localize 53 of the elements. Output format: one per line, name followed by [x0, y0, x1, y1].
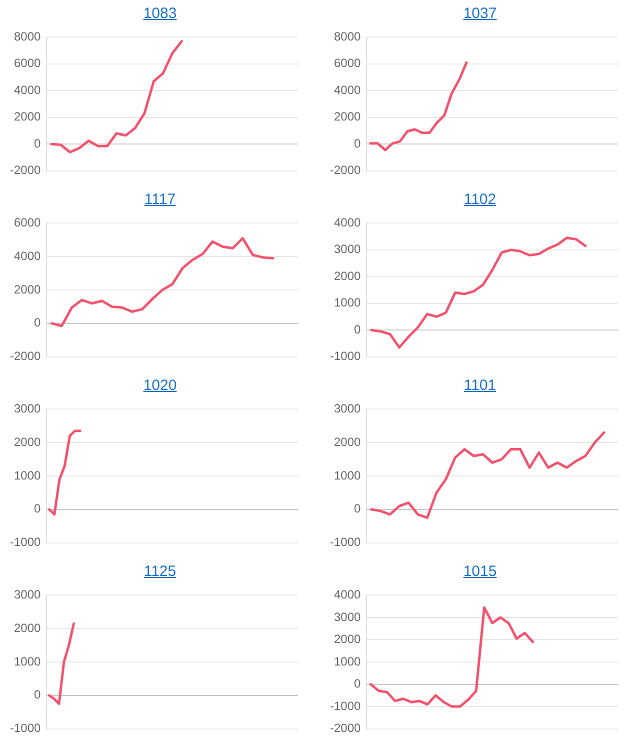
chart-title: 1117 [143, 190, 177, 210]
y-tick-label: 0 [354, 136, 362, 150]
chart-title: 1037 [462, 4, 498, 24]
y-tick-label: 0 [34, 502, 42, 516]
y-tick-label: 2000 [334, 632, 362, 646]
y-tick-label: 2000 [14, 110, 42, 124]
y-tick-label: -2000 [330, 163, 362, 178]
y-tick-label: 3000 [14, 588, 42, 602]
y-tick-label: 8000 [334, 30, 362, 44]
y-tick-label: 6000 [334, 56, 362, 70]
y-tick-label: 0 [34, 316, 42, 330]
y-tick-label: 2000 [334, 434, 362, 449]
y-tick-label: -1000 [330, 535, 362, 550]
y-tick-label: 6000 [14, 56, 42, 70]
y-tick-label: 3000 [14, 402, 42, 416]
y-tick-label: 0 [354, 676, 362, 691]
y-tick-label: 3000 [334, 402, 362, 416]
y-tick-label: 4000 [334, 216, 362, 230]
chart-title: 1015 [462, 562, 498, 582]
y-tick-label: -2000 [10, 349, 42, 364]
y-tick-label: 1000 [334, 468, 362, 482]
y-tick-label: 4000 [14, 82, 42, 97]
y-tick-label: 4000 [14, 248, 42, 263]
y-tick-label: -1000 [10, 535, 42, 550]
y-tick-label: 2000 [14, 434, 42, 449]
y-tick-label: -2000 [10, 163, 42, 178]
y-tick-label: -1000 [330, 698, 362, 713]
y-tick-label: 4000 [334, 588, 362, 602]
chart-title: 1125 [142, 562, 178, 582]
y-tick-label: 4000 [334, 82, 362, 97]
y-tick-label: 1000 [334, 654, 362, 668]
y-tick-label: 0 [34, 688, 42, 702]
y-tick-label: 2000 [334, 110, 362, 124]
y-tick-label: -2000 [330, 721, 362, 736]
chart-title: 1083 [142, 4, 178, 24]
chart-title: 1102 [462, 190, 498, 210]
y-tick-label: 1000 [14, 468, 42, 482]
y-tick-label: -1000 [330, 349, 362, 364]
y-tick-label: 0 [34, 136, 42, 150]
y-tick-label: 1000 [14, 654, 42, 668]
y-tick-label: 3000 [334, 610, 362, 624]
y-tick-label: -1000 [10, 721, 42, 736]
y-tick-label: 2000 [14, 620, 42, 635]
y-tick-label: 6000 [14, 216, 42, 230]
y-tick-label: 8000 [14, 30, 42, 44]
y-tick-label: 2000 [14, 282, 42, 296]
y-tick-label: 3000 [334, 242, 362, 256]
chart-title: 1020 [142, 376, 178, 396]
y-tick-label: 1000 [334, 296, 362, 310]
y-tick-label: 0 [354, 322, 362, 336]
chart-title: 1101 [462, 376, 498, 396]
y-tick-label: 0 [354, 502, 362, 516]
y-tick-label: 2000 [334, 268, 362, 283]
